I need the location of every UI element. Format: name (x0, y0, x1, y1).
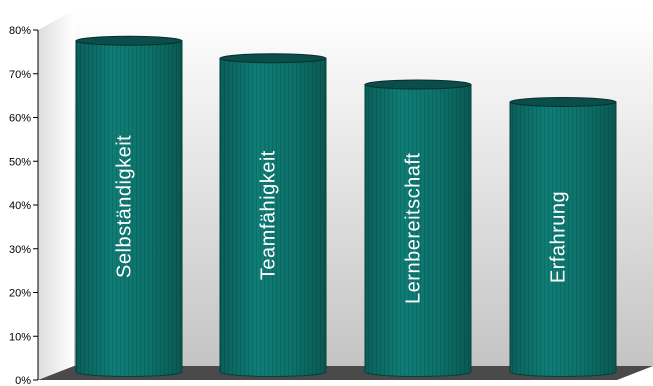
bar: Erfahrung (510, 98, 616, 377)
y-axis-ticks: 0% 10% 20% 30% 40% 50% 60% 70% 80% (9, 25, 38, 386)
y-tick-label: 10% (9, 331, 31, 343)
bar: Teamfähigkeit (220, 54, 326, 377)
y-tick-label: 60% (9, 113, 31, 125)
y-tick-label: 80% (9, 25, 31, 37)
y-tick-label: 50% (9, 156, 31, 168)
bar-top (220, 54, 326, 63)
y-tick-label: 70% (9, 69, 31, 81)
bar-top (76, 36, 182, 45)
y-tick-label: 40% (9, 200, 31, 212)
bar-top (365, 80, 471, 89)
bar-label: Lernbereitschaft (402, 153, 424, 304)
bar: Selbständigkeit (76, 36, 182, 376)
bar-label: Erfahrung (547, 191, 569, 283)
bar-label: Selbständigkeit (113, 135, 135, 278)
bar: Lernbereitschaft (365, 80, 471, 376)
bar-label: Teamfähigkeit (257, 150, 279, 280)
y-tick-label: 20% (9, 288, 31, 300)
y-tick-label: 30% (9, 244, 31, 256)
y-tick-label: 0% (15, 375, 31, 386)
left-wall (38, 10, 74, 380)
bar-top (510, 98, 616, 107)
